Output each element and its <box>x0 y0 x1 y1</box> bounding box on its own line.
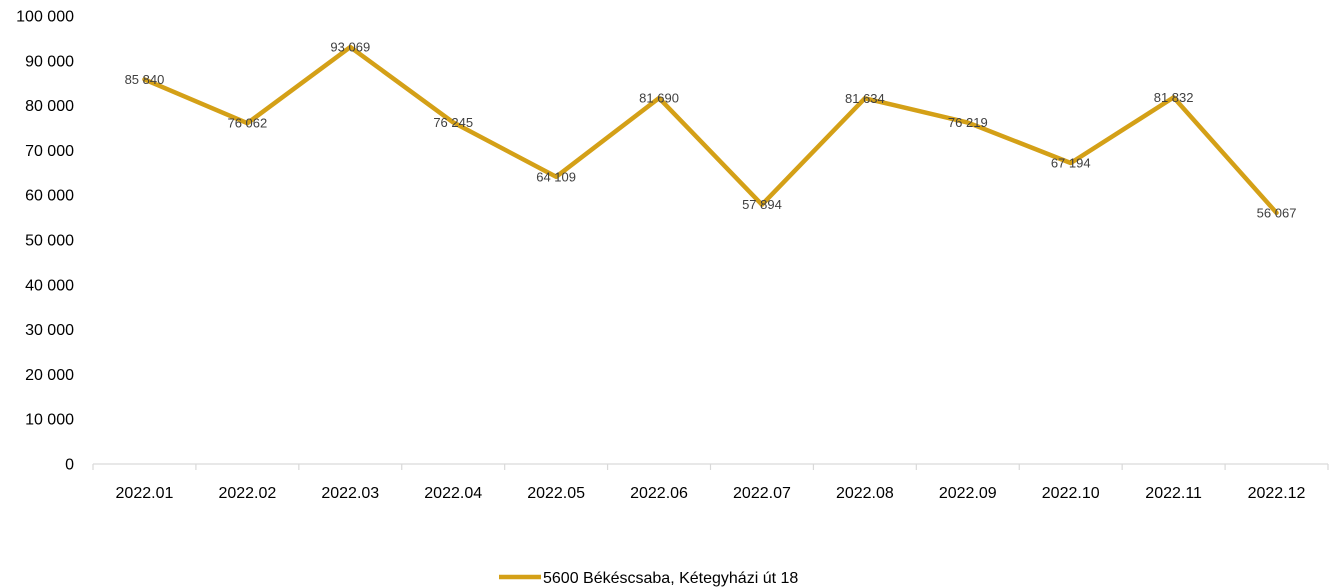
y-tick-label: 10 000 <box>25 412 74 429</box>
x-tick-label: 2022.09 <box>939 485 997 502</box>
x-tick-label: 2022.07 <box>733 485 791 502</box>
y-tick-label: 70 000 <box>25 143 74 160</box>
x-tick-label: 2022.12 <box>1248 485 1306 502</box>
series-group <box>142 44 1279 216</box>
x-tick-label: 2022.04 <box>424 485 482 502</box>
data-label: 67 194 <box>1051 155 1091 170</box>
y-tick-label: 0 <box>65 457 74 474</box>
data-label: 81 690 <box>639 91 679 106</box>
y-axis-labels: 0 10 000 20 000 30 000 40 000 50 000 60 000 70 … <box>16 9 74 474</box>
data-label: 64 109 <box>536 169 576 184</box>
x-tick-label: 2022.08 <box>836 485 894 502</box>
data-label: 76 062 <box>227 116 267 131</box>
data-label: 76 219 <box>948 115 988 130</box>
x-tick-label: 2022.06 <box>630 485 688 502</box>
x-tick-label: 2022.03 <box>321 485 379 502</box>
data-labels: 85 840 76 062 93 069 76 245 64 109 81 690 57 8… <box>125 40 1297 221</box>
data-label: 76 245 <box>433 115 473 130</box>
y-tick-label: 90 000 <box>25 53 74 70</box>
data-label: 81 832 <box>1154 90 1194 105</box>
y-tick-label: 100 000 <box>16 9 74 26</box>
data-label: 57 894 <box>742 197 782 212</box>
x-tick-label: 2022.01 <box>116 485 174 502</box>
y-tick-label: 40 000 <box>25 277 74 294</box>
series-line <box>142 44 1279 216</box>
x-axis: 2022.01 2022.02 2022.03 2022.04 2022.05 2022.… <box>92 463 1329 502</box>
data-label: 81 634 <box>845 91 885 106</box>
x-tick-label: 2022.05 <box>527 485 585 502</box>
x-tick-label: 2022.02 <box>218 485 276 502</box>
legend-label: 5600 Békéscsaba, Kétegyházi út 18 <box>543 570 798 587</box>
data-label: 56 067 <box>1257 205 1297 220</box>
y-tick-label: 20 000 <box>25 367 74 384</box>
y-tick-label: 60 000 <box>25 188 74 205</box>
legend: 5600 Békéscsaba, Kétegyházi út 18 <box>499 570 798 587</box>
y-tick-label: 50 000 <box>25 233 74 250</box>
y-tick-label: 80 000 <box>25 98 74 115</box>
data-label: 85 840 <box>125 72 165 87</box>
x-tick-label: 2022.10 <box>1042 485 1100 502</box>
x-tick-label: 2022.11 <box>1145 485 1202 502</box>
data-label: 93 069 <box>330 40 370 55</box>
y-tick-label: 30 000 <box>25 322 74 339</box>
